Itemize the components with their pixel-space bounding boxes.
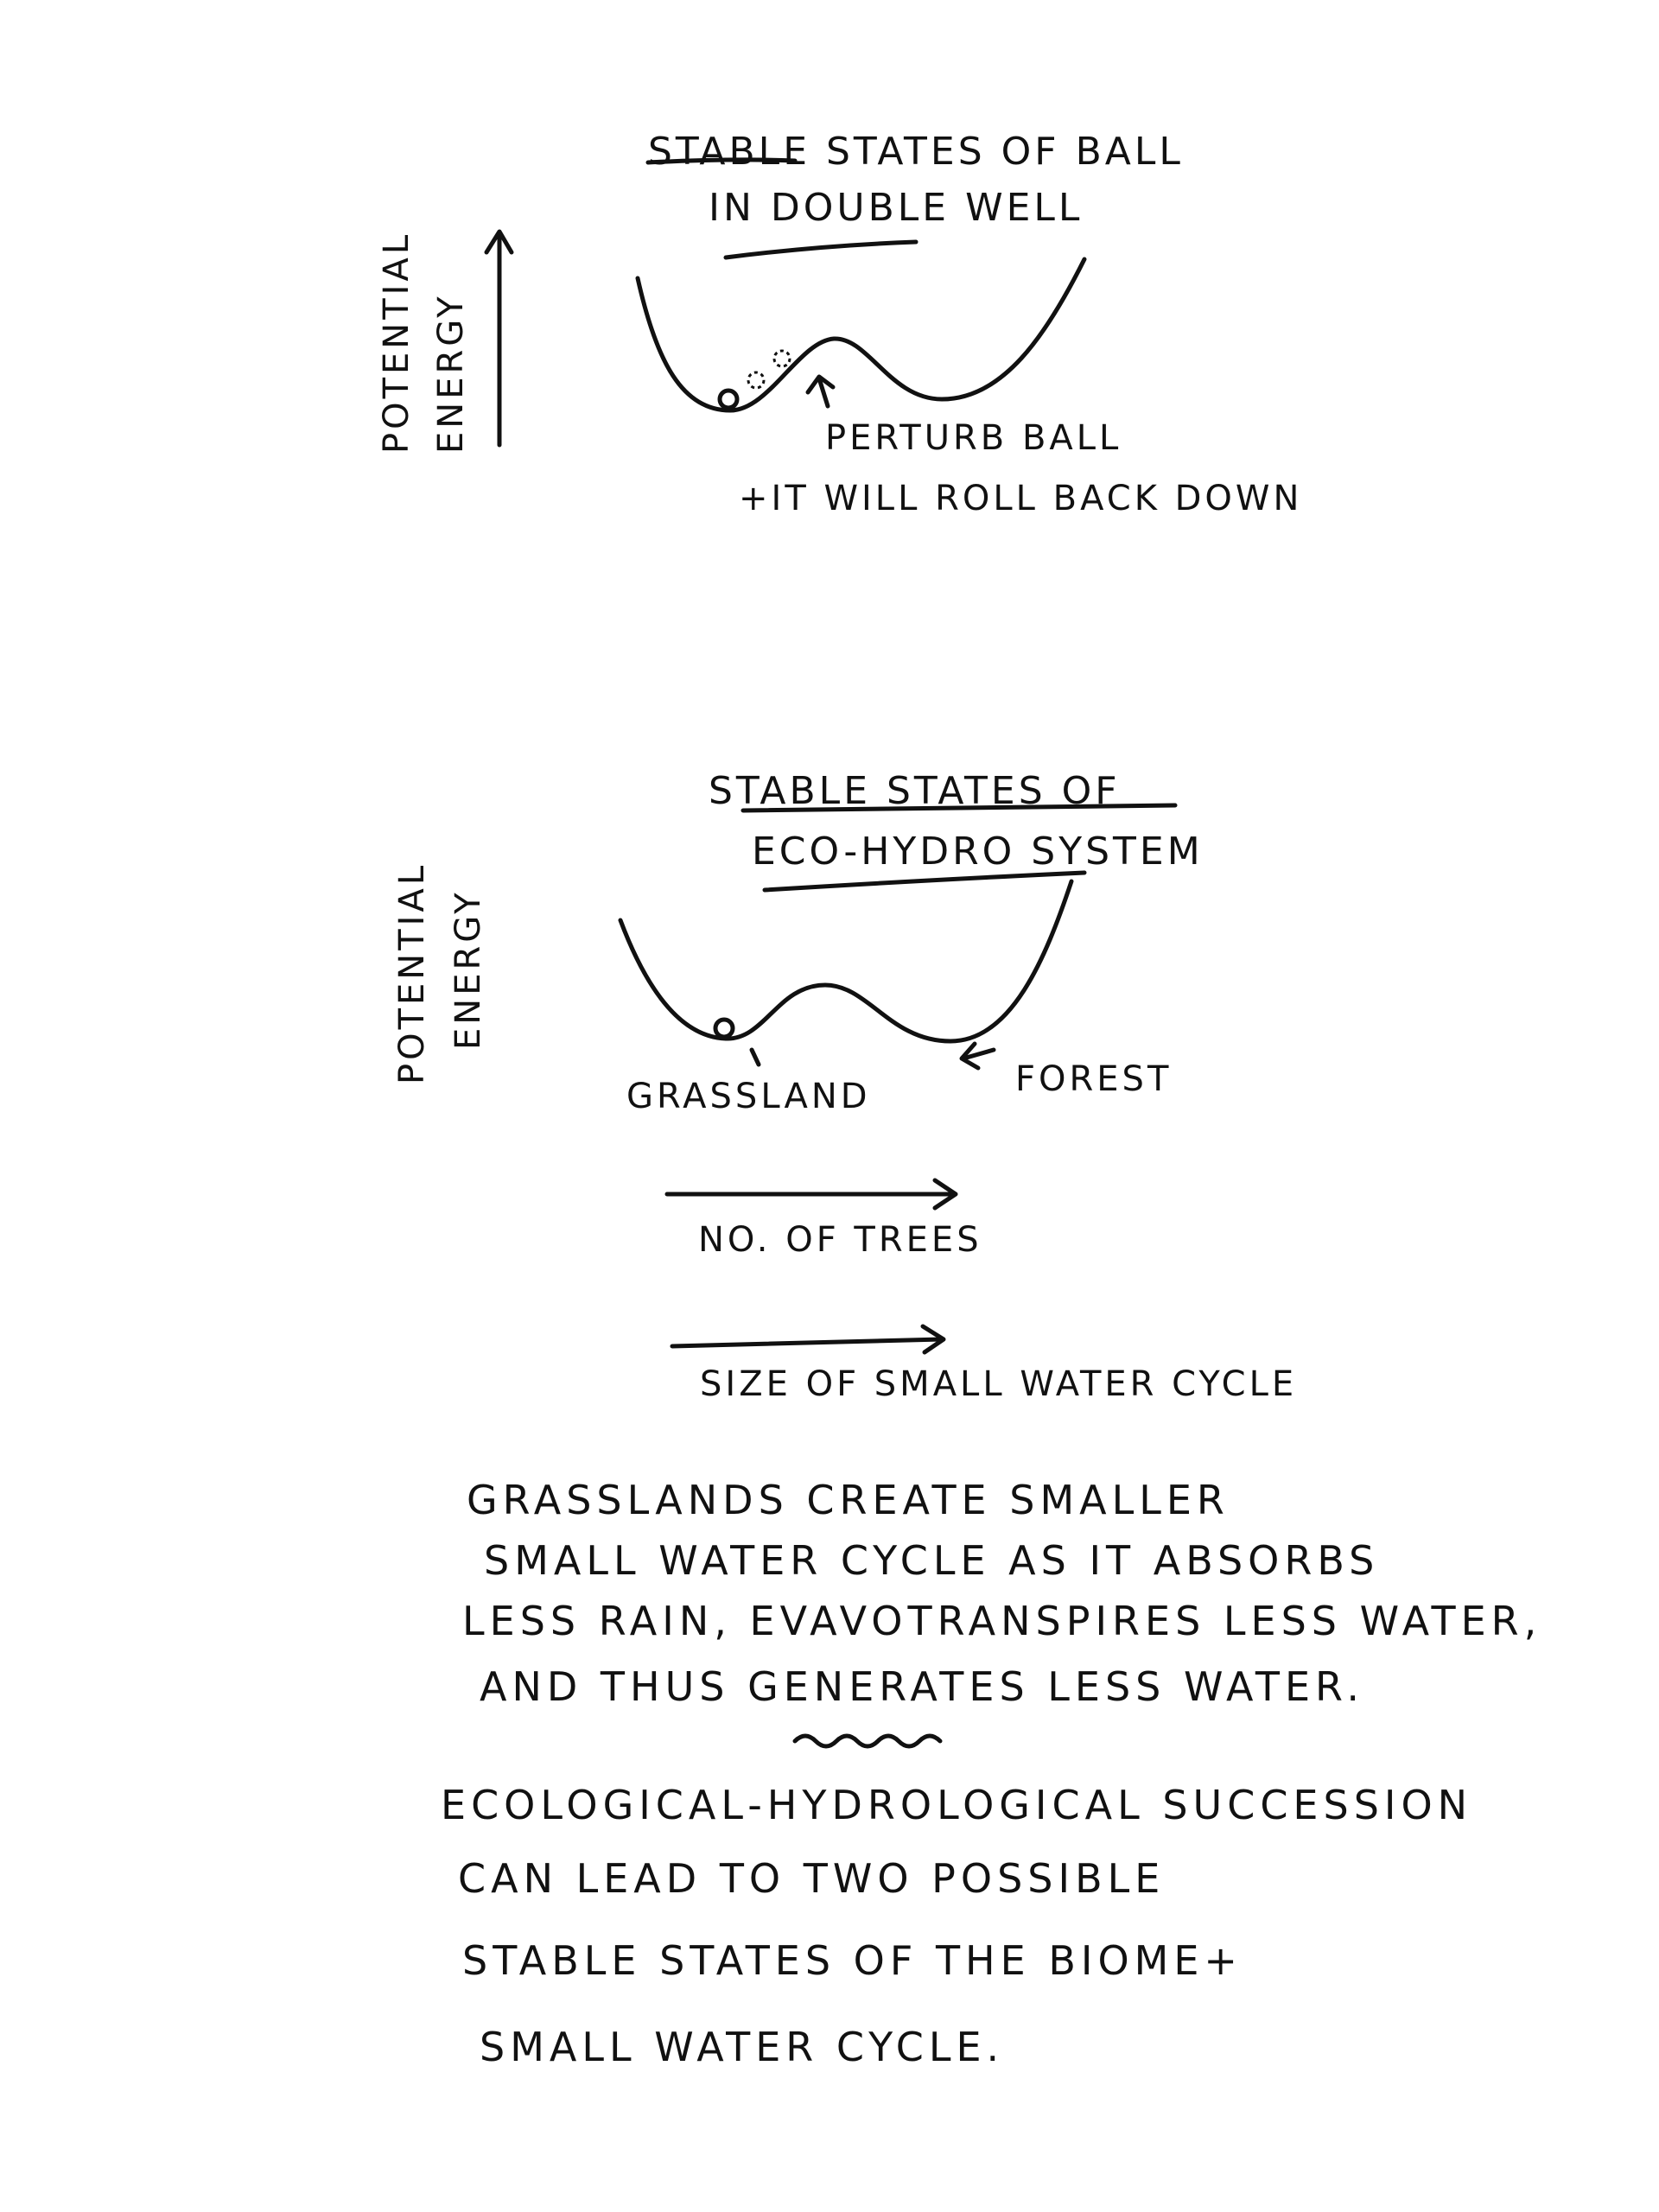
title-underline-3 [741,803,1178,813]
diagram2-axis-label-line1: POTENTIAL [392,862,432,1084]
water-cycle-arrow-label: SIZE OF SMALL WATER CYCLE [700,1364,1297,1404]
perturbed-ball-2 [772,349,791,368]
grassland-label: GRASSLAND [626,1077,871,1116]
forest-arrow [961,1047,996,1061]
perturb-arrowhead [805,374,836,395]
water-cycle-arrow [670,1337,944,1349]
paragraph1-line4: AND THUS GENERATES LESS WATER. [480,1663,1364,1710]
title-underline-1 [645,157,798,165]
forest-arrowhead [959,1041,981,1071]
perturbed-ball-1 [747,371,766,390]
eco-hydro-curve [618,879,1074,1044]
y-axis-arrowhead [484,229,514,255]
grassland-tick [749,1047,761,1067]
double-well-diagram: STABLE STATES OF BALL IN DOUBLE WELL POT… [377,130,1302,518]
double-well-curve [635,257,1087,413]
diagram2-axis-label-line2: ENERGY [448,889,488,1050]
grassland-ball [713,1017,735,1039]
diagram1-title-line2: IN DOUBLE WELL [709,186,1083,230]
title-underline-2 [723,239,918,260]
diagram1-annotation-line2: +IT WILL ROLL BACK DOWN [739,479,1302,518]
paragraph-succession: ECOLOGICAL-HYDROLOGICAL SUCCESSION CAN L… [441,1782,1472,2070]
paragraph1-line3: LESS RAIN, EVAVOTRANSPIRES LESS WATER, [462,1598,1541,1644]
ball [717,388,740,410]
paragraph-grasslands: GRASSLANDS CREATE SMALLER SMALL WATER CY… [462,1477,1541,1749]
title-underline-4 [762,870,1087,893]
eco-hydro-diagram: STABLE STATES OF ECO-HYDRO SYSTEM POTENT… [392,769,1297,1404]
trees-arrowhead [932,1178,958,1211]
paragraph1-line1: GRASSLANDS CREATE SMALLER [467,1477,1230,1523]
perturb-arrow [817,376,830,409]
paragraph2-line3: STABLE STATES OF THE BIOME+ [462,1937,1243,1984]
paragraph2-line4: SMALL WATER CYCLE. [480,2024,1004,2070]
diagram1-title-line1: STABLE STATES OF BALL [648,130,1184,174]
diagram2-title-line2: ECO-HYDRO SYSTEM [752,830,1204,874]
paragraph1-line2: SMALL WATER CYCLE AS IT ABSORBS [484,1537,1379,1584]
trees-arrow-label: NO. OF TREES [698,1220,982,1260]
paragraph2-line1: ECOLOGICAL-HYDROLOGICAL SUCCESSION [441,1782,1472,1828]
diagram1-axis-label-line1: POTENTIAL [377,232,416,454]
diagram1-annotation-line1: PERTURB BALL [825,418,1122,458]
squiggle-underline [792,1733,943,1749]
diagram1-axis-label-line2: ENERGY [431,293,471,454]
water-cycle-arrowhead [920,1324,946,1355]
paragraph2-line2: CAN LEAD TO TWO POSSIBLE [458,1855,1165,1902]
forest-label: FOREST [1015,1059,1172,1099]
